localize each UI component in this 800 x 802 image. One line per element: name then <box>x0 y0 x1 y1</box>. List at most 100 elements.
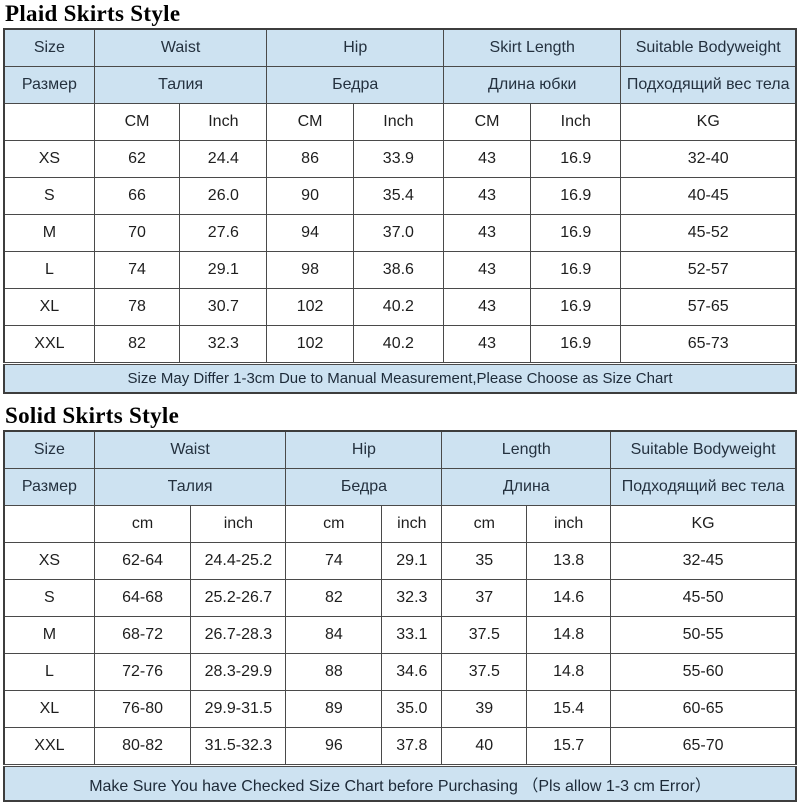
value-cell: 43 <box>443 325 532 364</box>
value-cell: 84 <box>285 616 383 654</box>
value-cell: 16.9 <box>530 214 622 252</box>
value-cell: 26.0 <box>179 177 268 215</box>
unit-cell: CM <box>443 103 532 141</box>
value-cell: 50-55 <box>610 616 797 654</box>
value-cell: 24.4 <box>179 140 268 178</box>
value-cell: 32-40 <box>620 140 797 178</box>
table-row-l: L 72-76 28.3-29.9 88 34.6 37.5 14.8 55-6… <box>3 653 797 691</box>
value-cell: 37.8 <box>381 727 443 766</box>
header-hip: Hip <box>285 430 443 469</box>
value-cell: 37.5 <box>441 616 528 654</box>
value-cell: 16.9 <box>530 325 622 364</box>
unit-empty-cell <box>3 505 95 543</box>
header-bodyweight: Suitable Bodyweight <box>620 28 797 67</box>
unit-cell: cm <box>441 505 528 543</box>
value-cell: 24.4-25.2 <box>190 542 287 580</box>
size-label-cell: XS <box>3 140 95 178</box>
table-row-xl: XL 78 30.7 102 40.2 43 16.9 57-65 <box>3 288 797 326</box>
unit-cell: Inch <box>530 103 622 141</box>
value-cell: 40.2 <box>352 325 445 364</box>
header-row-ru: Размер Талия Бедра Длина Подходящий вес … <box>3 468 797 506</box>
value-cell: 62-64 <box>93 542 192 580</box>
unit-cell: inch <box>190 505 287 543</box>
measurement-note: Size May Differ 1-3cm Due to Manual Meas… <box>3 362 797 394</box>
value-cell: 38.6 <box>352 251 445 289</box>
table-row-l: L 74 29.1 98 38.6 43 16.9 52-57 <box>3 251 797 289</box>
unit-cell: inch <box>526 505 612 543</box>
value-cell: 28.3-29.9 <box>190 653 287 691</box>
table-row-xxl: XXL 82 32.3 102 40.2 43 16.9 65-73 <box>3 325 797 364</box>
value-cell: 32.3 <box>381 579 443 617</box>
footer-note-row: Make Sure You have Checked Size Chart be… <box>3 764 797 802</box>
value-cell: 35.4 <box>352 177 445 215</box>
value-cell: 14.8 <box>526 653 612 691</box>
size-label-cell: XXL <box>3 325 95 364</box>
solid-size-table: Size Waist Hip Length Suitable Bodyweigh… <box>3 430 797 802</box>
table-row-s: S 64-68 25.2-26.7 82 32.3 37 14.6 45-50 <box>3 579 797 617</box>
value-cell: 29.9-31.5 <box>190 690 287 728</box>
value-cell: 34.6 <box>381 653 443 691</box>
header-hip-ru: Бедра <box>266 66 445 104</box>
header-row-en: Size Waist Hip Length Suitable Bodyweigh… <box>3 430 797 469</box>
value-cell: 40.2 <box>352 288 445 326</box>
footer-note-row: Size May Differ 1-3cm Due to Manual Meas… <box>3 362 797 394</box>
header-size: Size <box>3 28 95 67</box>
unit-cell: Inch <box>179 103 268 141</box>
plaid-table-title: Plaid Skirts Style <box>5 1 181 26</box>
value-cell: 43 <box>443 288 532 326</box>
table-row-xs: XS 62 24.4 86 33.9 43 16.9 32-40 <box>3 140 797 178</box>
value-cell: 74 <box>93 251 181 289</box>
value-cell: 32.3 <box>179 325 268 364</box>
value-cell: 74 <box>285 542 383 580</box>
table-row-m: M 68-72 26.7-28.3 84 33.1 37.5 14.8 50-5… <box>3 616 797 654</box>
value-cell: 89 <box>285 690 383 728</box>
header-hip-ru: Бедра <box>285 468 443 506</box>
value-cell: 13.8 <box>526 542 612 580</box>
value-cell: 66 <box>93 177 181 215</box>
header-skirt-length-ru: Длина юбки <box>443 66 622 104</box>
table-row-s: S 66 26.0 90 35.4 43 16.9 40-45 <box>3 177 797 215</box>
value-cell: 16.9 <box>530 140 622 178</box>
value-cell: 86 <box>266 140 354 178</box>
unit-cell-kg: KG <box>620 103 797 141</box>
value-cell: 16.9 <box>530 288 622 326</box>
value-cell: 32-45 <box>610 542 797 580</box>
value-cell: 102 <box>266 325 354 364</box>
value-cell: 94 <box>266 214 354 252</box>
purchase-note: Make Sure You have Checked Size Chart be… <box>3 764 797 802</box>
unit-cell-kg: KG <box>610 505 797 543</box>
value-cell: 40-45 <box>620 177 797 215</box>
value-cell: 14.6 <box>526 579 612 617</box>
header-size-ru: Размер <box>3 468 95 506</box>
unit-cell: CM <box>266 103 354 141</box>
header-bodyweight-ru: Подходящий вес тела <box>610 468 797 506</box>
size-label-cell: L <box>3 251 95 289</box>
size-label-cell: M <box>3 214 95 252</box>
value-cell: 14.8 <box>526 616 612 654</box>
header-size-ru: Размер <box>3 66 95 104</box>
header-length-ru: Длина <box>441 468 612 506</box>
header-bodyweight-ru: Подходящий вес тела <box>620 66 797 104</box>
value-cell: 78 <box>93 288 181 326</box>
value-cell: 25.2-26.7 <box>190 579 287 617</box>
value-cell: 15.7 <box>526 727 612 766</box>
table-row-xs: XS 62-64 24.4-25.2 74 29.1 35 13.8 32-45 <box>3 542 797 580</box>
header-hip: Hip <box>266 28 445 67</box>
table-row-xl: XL 76-80 29.9-31.5 89 35.0 39 15.4 60-65 <box>3 690 797 728</box>
value-cell: 39 <box>441 690 528 728</box>
size-label-cell: XXL <box>3 727 95 766</box>
value-cell: 72-76 <box>93 653 192 691</box>
value-cell: 80-82 <box>93 727 192 766</box>
value-cell: 26.7-28.3 <box>190 616 287 654</box>
value-cell: 33.1 <box>381 616 443 654</box>
unit-cell: cm <box>285 505 383 543</box>
value-cell: 27.6 <box>179 214 268 252</box>
value-cell: 98 <box>266 251 354 289</box>
header-size: Size <box>3 430 95 469</box>
unit-cell: Inch <box>352 103 445 141</box>
value-cell: 33.9 <box>352 140 445 178</box>
value-cell: 37.5 <box>441 653 528 691</box>
value-cell: 82 <box>93 325 181 364</box>
value-cell: 65-73 <box>620 325 797 364</box>
header-skirt-length: Skirt Length <box>443 28 622 67</box>
